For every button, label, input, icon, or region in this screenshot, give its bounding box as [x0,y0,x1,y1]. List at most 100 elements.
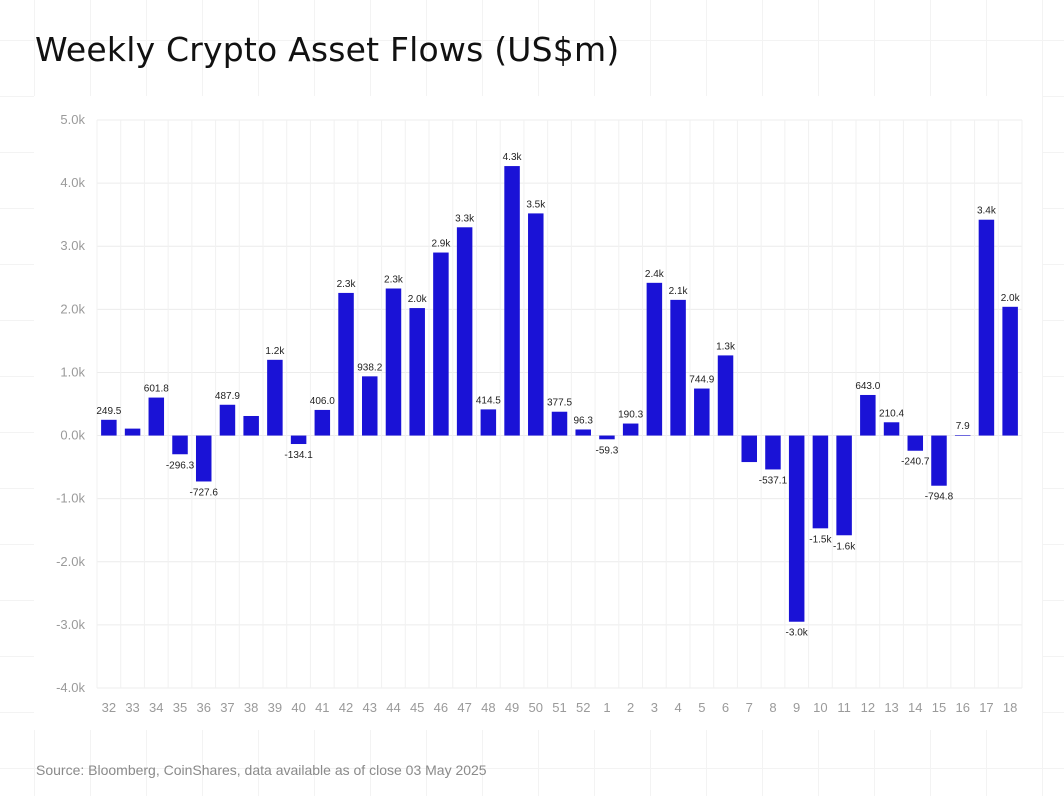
bar-36 [195,435,212,482]
data-label: 1.2k [265,346,285,357]
data-label: -794.8 [925,492,954,503]
bar-48 [480,409,497,436]
x-tick-label: 5 [698,700,705,715]
bar-39 [267,359,283,436]
bar-52 [575,429,591,436]
x-tick-label: 9 [793,700,800,715]
data-label: 3.3k [455,213,475,224]
bar-35 [172,435,188,455]
x-tick-label: 51 [552,700,566,715]
x-tick-label: 10 [813,700,827,715]
data-label: 744.9 [689,375,714,386]
bar-33 [124,428,141,436]
x-tick-label: 15 [932,700,946,715]
y-tick-label: 0.0k [60,428,85,443]
y-axis: 5.0k 4.0k 3.0k 2.0k 1.0k 0.0k -1.0k -2.0k -3.0k -… [56,112,85,695]
data-label: -134.1 [284,450,313,461]
data-label: -537.1 [759,475,788,486]
y-tick-label: 5.0k [60,112,85,127]
bar-5 [694,388,710,436]
x-tick-label: 34 [149,700,163,715]
bar-47 [456,227,473,436]
x-tick-label: 35 [173,700,187,715]
x-tick-label: 36 [196,700,210,715]
data-label: 3.4k [977,206,997,217]
data-label: -1.6k [833,541,856,552]
bar-12 [860,394,876,436]
y-tick-label: -1.0k [56,491,85,506]
data-label: 643.0 [855,381,880,392]
data-label: 2.1k [669,286,689,297]
x-tick-label: 48 [481,700,495,715]
data-label: 190.3 [618,410,643,421]
x-tick-label: 42 [339,700,353,715]
x-tick-label: 16 [955,700,969,715]
y-tick-label: -4.0k [56,680,85,695]
bar-34 [148,397,165,436]
data-label: 3.5k [526,199,546,210]
x-tick-label: 43 [363,700,377,715]
x-tick-label: 37 [220,700,234,715]
bar-45 [409,308,425,436]
data-label: -1.5k [809,534,832,545]
data-label: 601.8 [144,384,169,395]
x-tick-label: 39 [268,700,282,715]
bar-38 [243,415,259,436]
bar-15 [931,435,947,486]
x-tick-label: 13 [884,700,898,715]
x-tick-label: 46 [434,700,448,715]
data-label: 2.0k [1001,293,1021,304]
data-label: 2.4k [645,269,665,280]
x-tick-label: 2 [627,700,634,715]
data-label: 2.3k [337,279,357,290]
bar-42 [338,292,354,436]
bar-17 [978,219,995,436]
x-axis: 32 33 34 35 36 37 38 39 40 41 42 43 44 45 46 47 48 49 50 51… [102,700,1018,715]
data-label: 414.5 [476,395,501,406]
bar-49 [504,166,520,436]
bar-8 [765,435,781,470]
data-label: -727.6 [190,487,219,498]
x-tick-label: 33 [125,700,139,715]
data-label: 249.5 [96,406,121,417]
x-tick-label: 41 [315,700,329,715]
bar-32 [101,419,117,436]
bar-3 [646,282,663,436]
x-tick-label: 4 [674,700,681,715]
bar-6 [717,355,734,436]
x-tick-label: 49 [505,700,519,715]
data-label: 2.0k [408,294,428,305]
x-tick-label: 17 [979,700,993,715]
y-tick-label: -2.0k [56,554,85,569]
bar-44 [385,288,402,436]
bars [101,166,1018,622]
chart-title: Weekly Crypto Asset Flows (US$m) [35,30,620,69]
data-labels: 249.5 601.8 -296.3 -727.6 487.9 1.2k -134.1 406… [96,152,1020,639]
bar-37 [219,404,236,436]
x-tick-label: 32 [102,700,116,715]
data-label: 1.3k [716,341,736,352]
x-tick-label: 11 [837,700,851,715]
data-label: 406.0 [310,396,335,407]
y-tick-label: 4.0k [60,175,85,190]
x-tick-label: 47 [457,700,471,715]
data-label: 4.3k [503,152,523,163]
bar-40 [290,435,307,445]
bar-1 [599,435,615,440]
x-tick-label: 40 [291,700,305,715]
y-tick-label: -3.0k [56,617,85,632]
x-tick-label: 12 [861,700,875,715]
gridlines [96,119,1023,689]
data-label: 377.5 [547,398,572,409]
bar-7 [741,435,757,463]
x-tick-label: 7 [746,700,753,715]
x-tick-label: 14 [908,700,922,715]
data-label: 2.3k [384,275,404,286]
source-note: Source: Bloomberg, CoinShares, data avai… [36,762,487,778]
x-tick-label: 3 [651,700,658,715]
bar-41 [314,409,331,436]
y-tick-label: 3.0k [60,238,85,253]
data-label: -59.3 [596,445,619,456]
bar-18 [1002,306,1018,436]
x-tick-label: 44 [386,700,400,715]
